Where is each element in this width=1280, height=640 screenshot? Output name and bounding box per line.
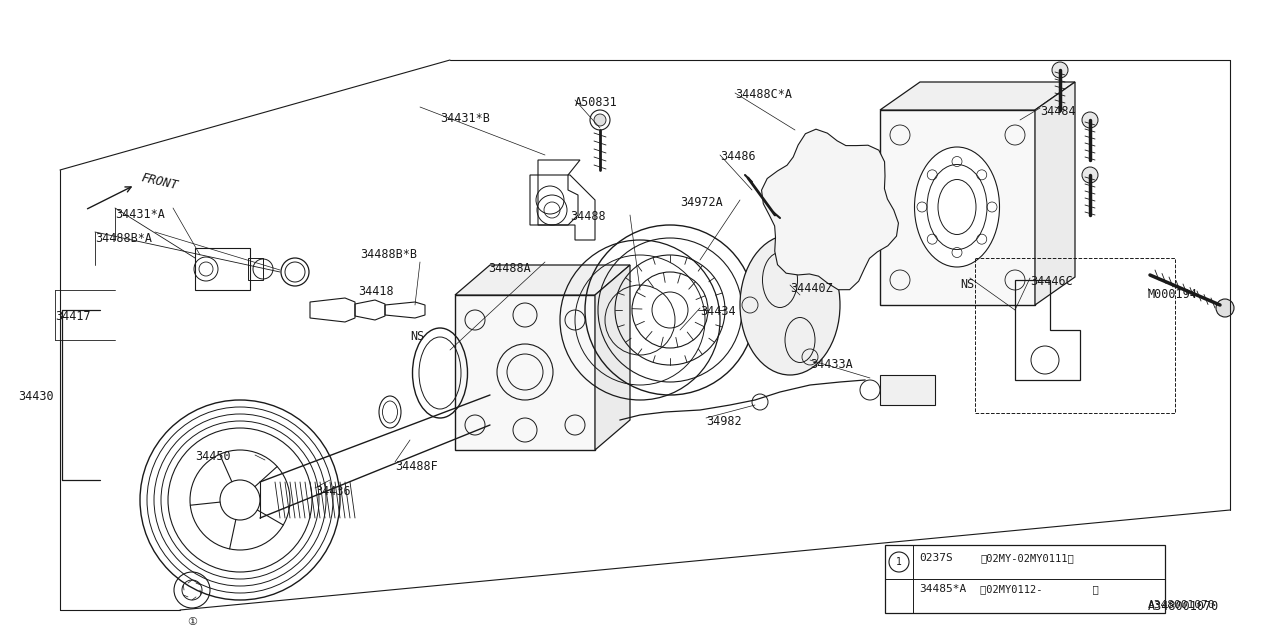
Text: 34450: 34450 bbox=[195, 450, 230, 463]
Circle shape bbox=[1052, 62, 1068, 78]
Text: ①: ① bbox=[187, 617, 197, 627]
Bar bbox=[454, 295, 595, 450]
Text: 34488A: 34488A bbox=[488, 262, 531, 275]
Text: 34433A: 34433A bbox=[810, 358, 852, 371]
Bar bbox=[881, 110, 1036, 305]
Text: 34488C*A: 34488C*A bbox=[735, 88, 792, 101]
Text: 34430: 34430 bbox=[18, 390, 54, 403]
Text: 1: 1 bbox=[896, 557, 902, 567]
Circle shape bbox=[1082, 167, 1098, 183]
Polygon shape bbox=[595, 265, 630, 450]
Text: A348001070: A348001070 bbox=[1148, 600, 1216, 610]
Bar bbox=[975, 258, 1175, 413]
Text: A348001070: A348001070 bbox=[1148, 600, 1220, 613]
Text: 34488F: 34488F bbox=[396, 460, 438, 473]
Polygon shape bbox=[454, 265, 630, 295]
Polygon shape bbox=[1036, 82, 1075, 305]
Circle shape bbox=[1082, 112, 1098, 128]
Text: 34417: 34417 bbox=[55, 310, 91, 323]
Polygon shape bbox=[881, 82, 1075, 110]
Text: FRONT: FRONT bbox=[140, 172, 179, 193]
Ellipse shape bbox=[740, 235, 840, 375]
Text: 34418: 34418 bbox=[358, 285, 394, 298]
Circle shape bbox=[594, 114, 605, 126]
Text: 34972A: 34972A bbox=[680, 196, 723, 209]
Text: 〈02MY0112-        〉: 〈02MY0112- 〉 bbox=[980, 584, 1098, 594]
Text: 34484: 34484 bbox=[1039, 105, 1075, 118]
Text: 34485*A: 34485*A bbox=[919, 584, 966, 594]
Text: M000194: M000194 bbox=[1148, 288, 1198, 301]
Text: 34486: 34486 bbox=[719, 150, 755, 163]
Text: NS: NS bbox=[410, 330, 424, 343]
Ellipse shape bbox=[914, 147, 1000, 267]
Polygon shape bbox=[762, 129, 899, 290]
Text: 34436: 34436 bbox=[315, 485, 351, 498]
Text: 0237S: 0237S bbox=[919, 553, 952, 563]
Text: A50831: A50831 bbox=[575, 96, 618, 109]
Text: 34488B*B: 34488B*B bbox=[360, 248, 417, 261]
Bar bbox=[881, 375, 934, 405]
Text: 34431*B: 34431*B bbox=[440, 112, 490, 125]
Text: 34434: 34434 bbox=[700, 305, 736, 318]
Bar bbox=[248, 258, 262, 280]
Text: 〈02MY-02MY0111〉: 〈02MY-02MY0111〉 bbox=[980, 553, 1074, 563]
Text: 34446C: 34446C bbox=[1030, 275, 1073, 288]
Bar bbox=[195, 248, 250, 290]
Text: 34440Z: 34440Z bbox=[790, 282, 833, 295]
Text: 34488B*A: 34488B*A bbox=[95, 232, 152, 245]
Circle shape bbox=[1216, 299, 1234, 317]
Text: NS: NS bbox=[960, 278, 974, 291]
Text: 34982: 34982 bbox=[707, 415, 741, 428]
Bar bbox=[884, 545, 1165, 613]
Text: 34431*A: 34431*A bbox=[115, 208, 165, 221]
Text: 34488: 34488 bbox=[570, 210, 605, 223]
